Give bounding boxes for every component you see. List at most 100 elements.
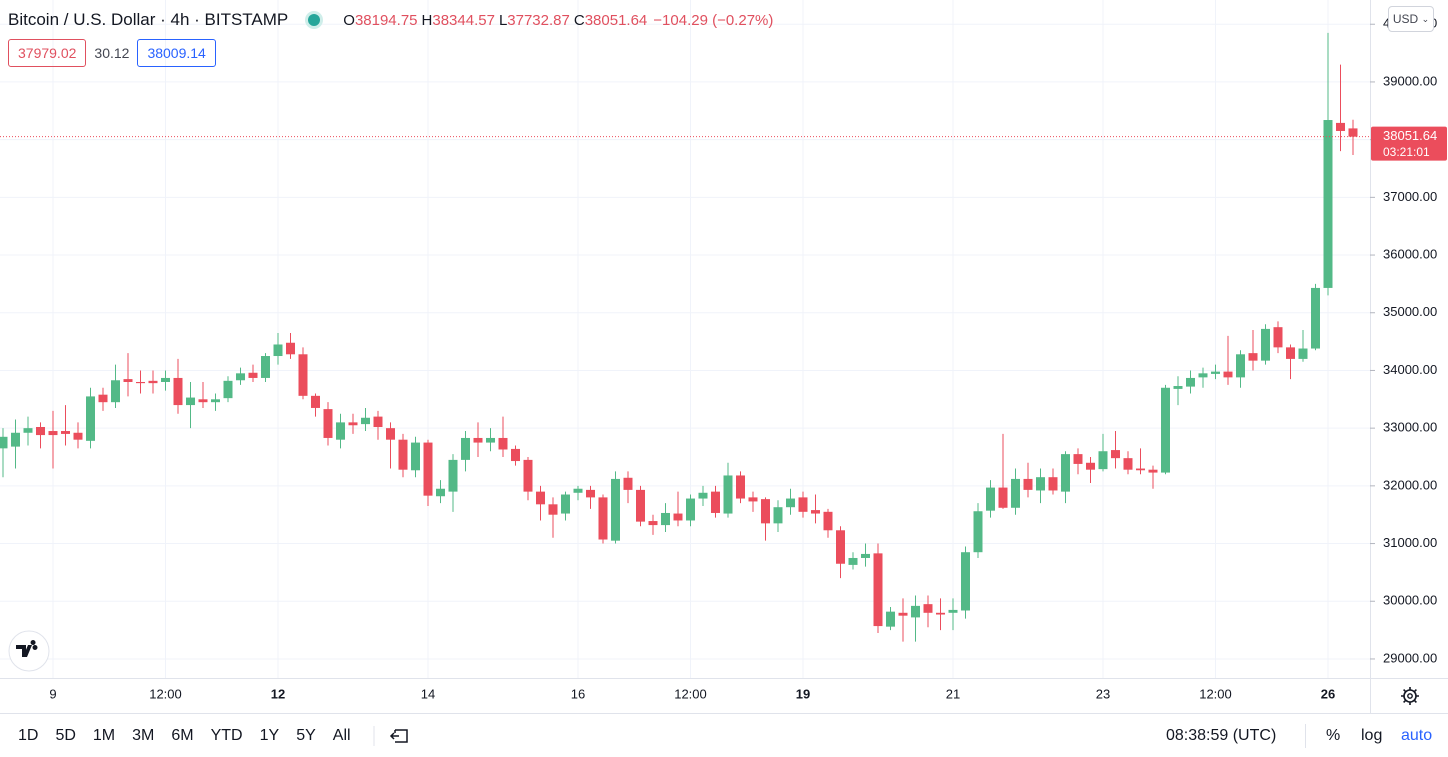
candle-body <box>0 436 8 449</box>
clock-text: 08:38:59 (UTC) <box>1166 726 1277 744</box>
candle-body <box>336 422 345 440</box>
interval-button[interactable]: 3M <box>132 726 155 744</box>
candle-body <box>298 354 308 396</box>
currency-button[interactable]: USD ⌄ <box>1388 6 1434 32</box>
x-tick-label: 14 <box>421 686 435 701</box>
candle-body <box>886 611 895 627</box>
replay-icon[interactable] <box>373 724 413 748</box>
candle-body <box>1186 377 1195 387</box>
candle-body <box>586 489 595 498</box>
candle-body <box>673 513 683 521</box>
interval-button[interactable]: 1D <box>18 726 39 744</box>
interval-button[interactable]: 1Y <box>259 726 280 744</box>
quote-boxes: 37979.02 30.12 38009.14 <box>8 39 216 67</box>
caret: ⌄ <box>1421 13 1430 24</box>
countdown-label: 03:21:01 <box>1383 145 1430 159</box>
ask-box[interactable]: 38009.14 <box>137 39 216 67</box>
interval-button[interactable]: All <box>332 726 351 744</box>
percent-toggle[interactable]: % <box>1326 714 1340 757</box>
candle-body <box>1211 371 1220 374</box>
candle-body <box>461 437 470 460</box>
candle-body <box>1148 469 1158 473</box>
y-tick-label: 37000.00 <box>1383 189 1437 204</box>
candle-body <box>998 487 1008 508</box>
candle-body <box>636 489 645 522</box>
market-status <box>308 14 321 26</box>
candle-body <box>723 475 733 514</box>
candle-body <box>623 477 633 490</box>
candle-body <box>273 344 283 357</box>
candle-body <box>1348 128 1358 137</box>
candle-body <box>286 342 295 355</box>
candle-body <box>1036 477 1045 491</box>
candle-body <box>648 521 658 526</box>
y-tick-label: 34000.00 <box>1383 362 1437 377</box>
candle-body <box>373 416 383 427</box>
ohlc-key: O <box>343 11 355 29</box>
candle-body <box>911 605 920 618</box>
candle-body <box>711 491 720 513</box>
candle-body <box>611 478 620 541</box>
candle-body <box>1073 454 1083 464</box>
candle-body <box>786 498 795 508</box>
candle-body <box>323 409 333 438</box>
candle-body <box>448 459 458 492</box>
currency-label: USD <box>1392 12 1419 26</box>
candle-body <box>161 377 170 382</box>
candle-body <box>1311 287 1320 349</box>
candle-body <box>211 399 220 403</box>
candle-body <box>836 530 845 564</box>
ohlc-key: L <box>498 11 508 29</box>
candle-body <box>698 492 708 499</box>
candle-body <box>386 428 395 440</box>
candle-body <box>86 396 95 441</box>
candle-body <box>411 442 420 471</box>
candle-body <box>898 612 908 616</box>
candle-body <box>136 381 145 384</box>
candle-body <box>511 448 520 462</box>
x-tick-label: 23 <box>1096 686 1110 701</box>
bid-box[interactable]: 37979.02 <box>8 39 87 67</box>
log-text: log <box>1361 726 1383 744</box>
y-tick-label: 30000.00 <box>1383 593 1437 608</box>
candle-body <box>198 399 208 403</box>
x-tick-label: 21 <box>946 686 960 701</box>
ohlc-legend: O38194.75 H38344.57 L37732.87 C38051.64 −104… <box>339 12 773 29</box>
bottom-toolbar: 1D 5D 1M 3M 6M YTD 1Y 5Y All 08:38:59 (UTC) % lo… <box>0 713 1448 757</box>
candle-body <box>661 512 670 526</box>
ohlc-key: C <box>573 11 585 29</box>
log-toggle[interactable]: log <box>1361 714 1382 757</box>
candle-body <box>23 428 33 433</box>
candle-body <box>873 553 883 627</box>
interval-button[interactable]: 1M <box>92 726 116 744</box>
auto-toggle[interactable]: auto <box>1401 714 1432 757</box>
interval-button[interactable]: 5D <box>55 726 76 744</box>
candle-body <box>548 504 558 515</box>
candle-body <box>986 487 995 511</box>
candle-body <box>1298 348 1308 359</box>
candle-body <box>1223 371 1233 378</box>
interval-button[interactable]: 6M <box>171 726 194 744</box>
interval-button[interactable]: YTD <box>210 726 243 744</box>
candle-body <box>398 439 408 470</box>
candle-body <box>48 431 58 436</box>
y-tick-label: 32000.00 <box>1383 477 1437 492</box>
y-tick-label: 33000.00 <box>1383 420 1437 435</box>
candle-body <box>1236 354 1245 378</box>
x-tick-label: 12:00 <box>674 686 707 701</box>
x-tick-label: 12:00 <box>1199 686 1232 701</box>
interval-button[interactable]: 5Y <box>296 726 316 744</box>
percent-text: % <box>1326 726 1341 744</box>
clock[interactable]: 08:38:59 (UTC) <box>1166 714 1276 757</box>
candle-body <box>948 609 958 613</box>
candle-body <box>761 499 770 524</box>
x-tick-label: 12:00 <box>149 686 182 701</box>
y-tick-label: 29000.00 <box>1383 650 1437 665</box>
candle-body <box>1273 327 1283 348</box>
symbol-title: Bitcoin / U.S. Dollar · 4h · BITSTAMP <box>8 10 289 29</box>
candle-body <box>1098 451 1108 470</box>
settings-gear[interactable] <box>1401 687 1419 705</box>
candle-body <box>598 497 608 540</box>
candle-body <box>123 379 133 382</box>
candle-body <box>473 437 483 443</box>
